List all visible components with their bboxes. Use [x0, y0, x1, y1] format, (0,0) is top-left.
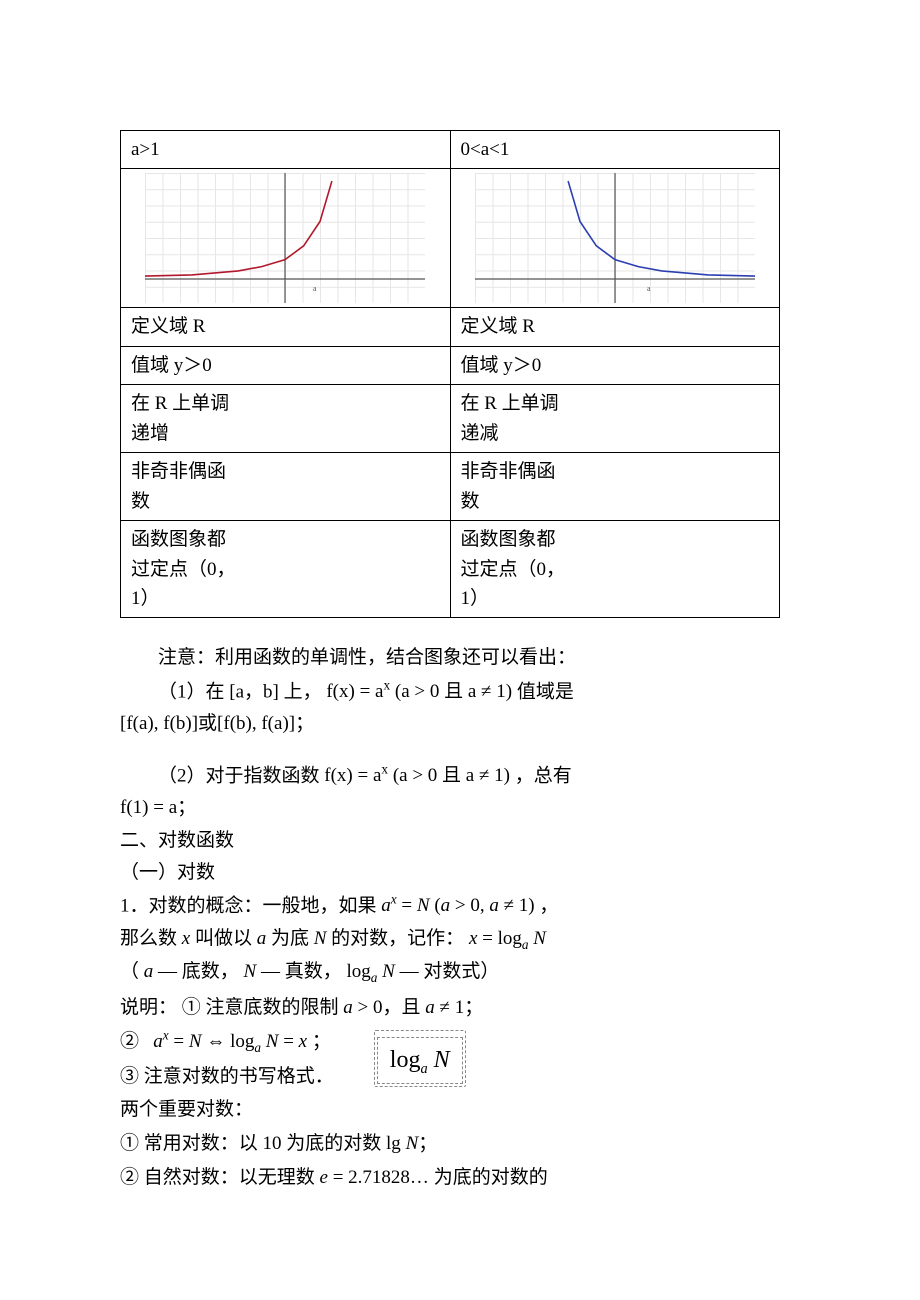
exp-curve	[568, 182, 755, 276]
t: 为底	[271, 928, 314, 949]
table-row: a>1 0<a<1	[121, 131, 780, 169]
t: a —	[144, 961, 182, 982]
log-format-inner: loga N	[377, 1037, 463, 1084]
note-lead: 注意：利用函数的单调性，结合图象还可以看出：	[120, 642, 810, 674]
log-format-box: loga N	[374, 1030, 466, 1087]
t: 真数，	[285, 961, 342, 982]
axis-label: a	[313, 284, 317, 293]
two-logs-2: ② 自然对数：以无理数 e = 2.71828… 为底的对数的	[120, 1160, 810, 1194]
p1-c: [f(a), f(b)]或[f(b), f(a)]；	[120, 713, 314, 734]
t: N —	[244, 961, 285, 982]
p1-formula: f(x) = ax (a > 0 且 a ≠ 1)	[326, 681, 512, 702]
circled-3-icon: ③	[120, 1061, 139, 1088]
expl-lead: 说明：	[120, 997, 177, 1018]
definition-line1: 1．对数的概念：一般地，如果 ax = N (a > 0, a ≠ 1) ，	[120, 889, 810, 923]
t: 自然对数：以无理数 e = 2.71828… 为底的对数的	[144, 1167, 548, 1188]
point-1-line2: [f(a), f(b)]或[f(b), f(a)]；	[120, 708, 810, 740]
graph-cell-left: a	[121, 169, 451, 308]
expl-2-3-text: ② ax = N ⇔ loga N = x ； ③ 注意对数的书写格式．	[120, 1024, 334, 1094]
circled-2-icon: ②	[120, 1162, 139, 1189]
exp-decay-svg: a	[475, 173, 755, 303]
exp-growth-svg: a	[145, 173, 425, 303]
comparison-table: a>1 0<a<1 a	[120, 130, 780, 618]
cell-domain-left: 定义域 R	[121, 308, 451, 346]
definition-line3: （ a — 底数， N — 真数， loga N — 对数式）	[120, 956, 810, 989]
circled-1-icon: ①	[182, 992, 201, 1019]
p1-b: 值域是	[517, 681, 574, 702]
two-logs-lead: 两个重要对数：	[120, 1094, 810, 1126]
two-logs-1: ① 常用对数：以 10 为底的对数 lg N；	[120, 1126, 810, 1160]
cell-fixed-left: 函数图象都 过定点（0， 1）	[121, 521, 451, 618]
exp-curve	[145, 182, 332, 276]
explain-line3: ③ 注意对数的书写格式．	[120, 1059, 334, 1093]
circled-1-icon: ①	[120, 1128, 139, 1155]
t: （	[120, 961, 139, 982]
explain-line2: ② ax = N ⇔ loga N = x ；	[120, 1024, 334, 1059]
expl-2-formula: ax = N ⇔ loga N = x ；	[144, 1031, 331, 1052]
definition-line2: 那么数 x 叫做以 a 为底 N 的对数，记作： x = loga N	[120, 923, 810, 956]
cell-range-right: 值域 y＞0	[450, 346, 780, 384]
axis-label: a	[647, 284, 651, 293]
def-lead: 1．对数的概念：一般地，如果	[120, 895, 381, 916]
point-2-line2: f(1) = a；	[120, 792, 810, 824]
t: loga N —	[346, 961, 423, 982]
table-row: 在 R 上单调 递增 在 R 上单调 递减	[121, 385, 780, 453]
table-row: 非奇非偶函 数 非奇非偶函 数	[121, 453, 780, 521]
explain-line1: 说明： ① 注意底数的限制 a > 0，且 a ≠ 1；	[120, 990, 810, 1024]
p2-b: ，总有	[515, 765, 572, 786]
t: 对数式）	[423, 961, 499, 982]
header-left: a>1	[121, 131, 451, 169]
cell-mono-left: 在 R 上单调 递增	[121, 385, 451, 453]
point-1-line1: （1）在 [a，b] 上， f(x) = ax (a > 0 且 a ≠ 1) …	[120, 675, 810, 709]
def-tail-1: ，	[539, 895, 558, 916]
cell-parity-right: 非奇非偶函 数	[450, 453, 780, 521]
body-text: 注意：利用函数的单调性，结合图象还可以看出： （1）在 [a，b] 上， f(x…	[120, 642, 810, 1194]
section-heading: 二、对数函数	[120, 825, 810, 857]
graph-cell-right: a	[450, 169, 780, 308]
exp-graph-a-gt-1: a	[145, 173, 425, 303]
def-formula-1: ax = N (a > 0, a ≠ 1)	[381, 895, 534, 916]
cell-mono-right: 在 R 上单调 递减	[450, 385, 780, 453]
p1-a: （1）在 [a，b] 上，	[158, 681, 322, 702]
expl-3-text: 注意对数的书写格式．	[144, 1066, 334, 1087]
point-2-line1: （2）对于指数函数 f(x) = ax (a > 0 且 a ≠ 1) ，总有	[120, 759, 810, 793]
table-row: 函数图象都 过定点（0， 1） 函数图象都 过定点（0， 1）	[121, 521, 780, 618]
cell-range-left: 值域 y＞0	[121, 346, 451, 384]
p2-a: （2）对于指数函数	[158, 765, 324, 786]
t: 的对数，记作：	[331, 928, 464, 949]
table-row: 定义域 R 定义域 R	[121, 308, 780, 346]
p2-c: f(1) = a；	[120, 797, 196, 818]
def-formula-2: x = loga N	[469, 928, 546, 949]
spacer	[120, 741, 810, 759]
cell-parity-left: 非奇非偶函 数	[121, 453, 451, 521]
cell-domain-right: 定义域 R	[450, 308, 780, 346]
explain-line2-3: ② ax = N ⇔ loga N = x ； ③ 注意对数的书写格式． log…	[120, 1024, 810, 1094]
t: 常用对数：以 10 为底的对数 lg N；	[144, 1133, 438, 1154]
header-right: 0<a<1	[450, 131, 780, 169]
p2-formula: f(x) = ax (a > 0 且 a ≠ 1)	[324, 765, 510, 786]
exp-graph-a-lt-1: a	[475, 173, 755, 303]
subsection-heading: （一）对数	[120, 857, 810, 889]
expl-1: 注意底数的限制 a > 0，且 a ≠ 1；	[206, 997, 484, 1018]
var-n: N	[314, 928, 327, 949]
table-row: a a	[121, 169, 780, 308]
table-row: 值域 y＞0 值域 y＞0	[121, 346, 780, 384]
cell-fixed-right: 函数图象都 过定点（0， 1）	[450, 521, 780, 618]
var-x: x	[182, 928, 190, 949]
var-a: a	[257, 928, 267, 949]
t: 那么数	[120, 928, 182, 949]
circled-2-icon: ②	[120, 1026, 139, 1053]
t: 底数，	[182, 961, 239, 982]
t: 叫做以	[195, 928, 257, 949]
